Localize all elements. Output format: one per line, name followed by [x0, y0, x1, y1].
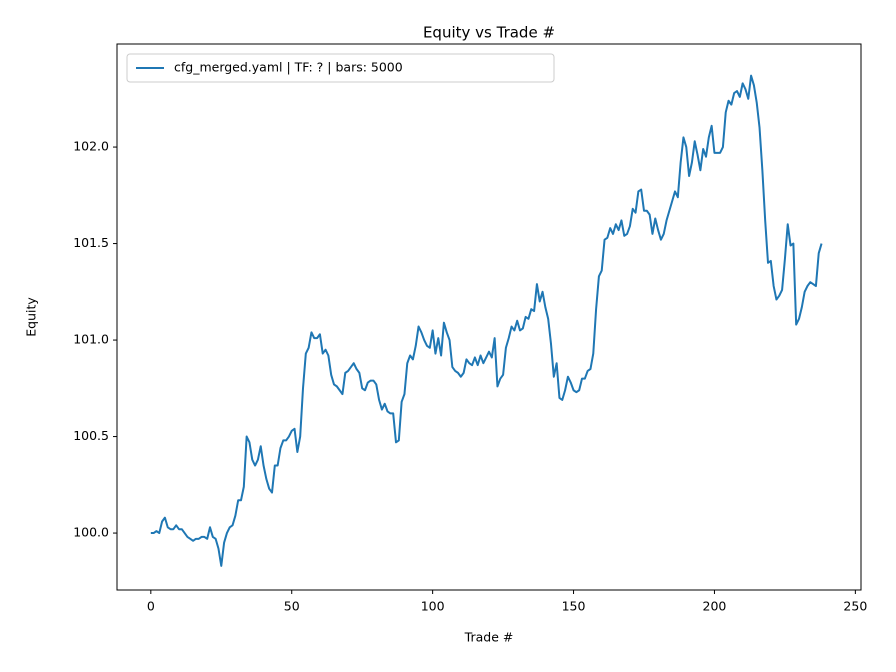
chart-title: Equity vs Trade #: [423, 24, 555, 42]
x-tick-label: 0: [147, 599, 155, 614]
legend-label: cfg_merged.yaml | TF: ? | bars: 5000: [174, 60, 403, 75]
y-tick-label: 100.0: [73, 525, 109, 540]
plot-frame: [116, 43, 862, 591]
y-axis-label: Equity: [24, 297, 39, 337]
x-axis-label: Trade #: [464, 630, 514, 645]
y-tick-label: 100.5: [73, 428, 109, 443]
y-tick-label: 102.0: [73, 139, 109, 154]
x-tick-label: 150: [562, 599, 586, 614]
x-tick-label: 200: [703, 599, 727, 614]
legend-box: [126, 53, 555, 83]
x-tick-label: 250: [843, 599, 867, 614]
line-series: [150, 74, 823, 567]
x-tick-label: 50: [284, 599, 300, 614]
y-tick-label: 101.5: [73, 235, 109, 250]
x-tick-label: 100: [421, 599, 445, 614]
y-tick-label: 101.0: [73, 332, 109, 347]
